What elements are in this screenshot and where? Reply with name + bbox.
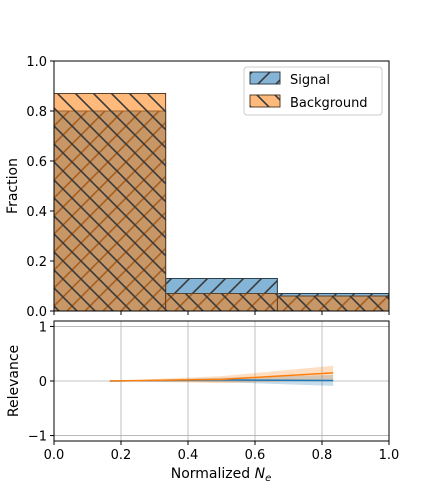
bottom-xtick-label-0: 0.0 — [44, 448, 65, 463]
top-ytick-label-0: 0.0 — [26, 305, 47, 320]
xlabel-prefix: Normalized — [171, 466, 255, 482]
legend-hatch-signal — [249, 71, 281, 85]
top-bars — [53, 93, 390, 312]
legend-label-background: Background — [290, 96, 368, 111]
bottom-panel: 0.0 0.2 0.4 0.6 0.8 1.0 −1 0 1 Relevance Normal… — [6, 320, 399, 484]
legend: Signal Background — [243, 66, 383, 116]
bottom-xtick-label-3: 0.6 — [245, 448, 266, 463]
bottom-bands — [109, 365, 334, 386]
bottom-ytick-label-2: 1 — [39, 320, 47, 335]
top-xticks — [53, 311, 390, 315]
top-ylabel: Fraction — [5, 158, 21, 214]
bottom-xtick-label-1: 0.2 — [111, 448, 132, 463]
bottom-xlabel: Normalized Ne — [171, 466, 271, 484]
bottom-ytick-label-0: −1 — [28, 430, 47, 445]
top-axes-frame — [53, 60, 390, 312]
top-panel: 0.0 0.2 0.4 0.6 0.8 1.0 Fraction Signal Backg… — [5, 55, 390, 320]
bottom-ylabel: Relevance — [6, 345, 22, 417]
bottom-ytick-label-1: 0 — [39, 375, 47, 390]
legend-entry-signal: Signal — [249, 71, 330, 88]
top-ytick-label-2: 0.4 — [26, 205, 47, 220]
legend-entry-background: Background — [249, 94, 368, 111]
xlabel-subscript: e — [265, 473, 271, 484]
bottom-xtick-label-2: 0.4 — [178, 448, 199, 463]
bottom-xticks: 0.0 0.2 0.4 0.6 0.8 1.0 — [44, 441, 400, 463]
top-ytick-label-5: 1.0 — [26, 55, 47, 70]
top-yticks: 0.0 0.2 0.4 0.6 0.8 1.0 — [26, 55, 54, 320]
xlabel-symbol: N — [255, 466, 266, 482]
bottom-lines — [109, 372, 334, 382]
bottom-xtick-label-5: 1.0 — [379, 448, 400, 463]
top-ytick-label-4: 0.8 — [26, 105, 47, 120]
line-background — [109, 372, 334, 382]
bar-hatch-background-0 — [53, 93, 167, 312]
bottom-yticks: −1 0 1 — [28, 320, 54, 445]
bar-hatch-background-1 — [165, 293, 278, 312]
legend-hatch-background — [249, 94, 281, 108]
band-background — [109, 365, 334, 384]
top-ytick-label-3: 0.6 — [26, 155, 47, 170]
top-ytick-label-1: 0.2 — [26, 255, 47, 270]
bar-hatch-background-2 — [276, 295, 390, 312]
legend-label-signal: Signal — [290, 73, 330, 88]
bottom-xtick-label-4: 0.8 — [312, 448, 333, 463]
